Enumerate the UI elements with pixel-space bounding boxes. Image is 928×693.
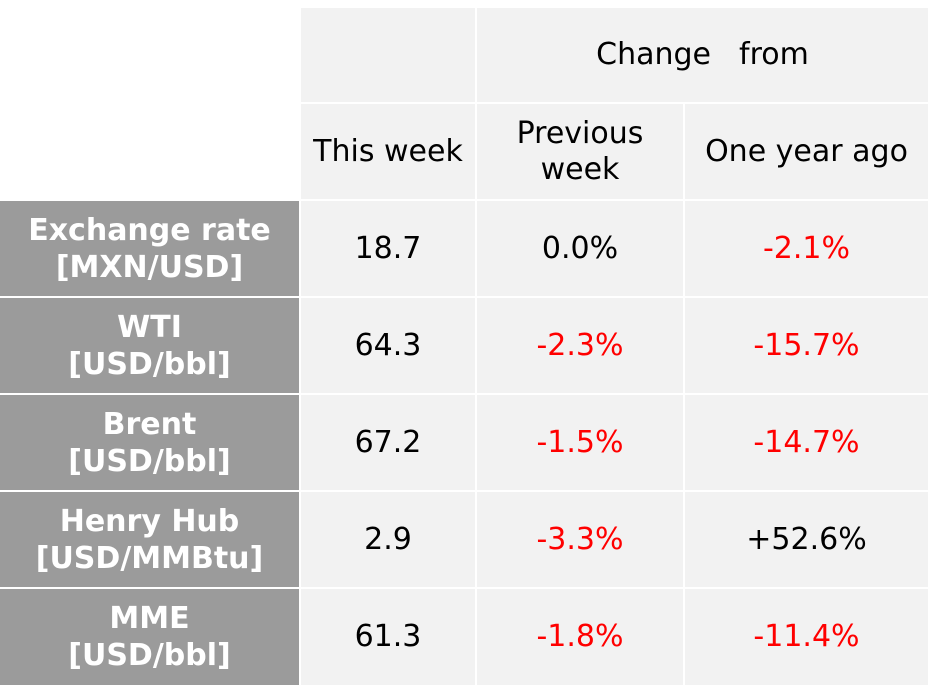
cell-prev-week: -1.8%	[477, 589, 683, 685]
cell-this-week: 67.2	[301, 395, 475, 490]
row-label-line2: [USD/bbl]	[68, 638, 231, 673]
value-this-week: 64.3	[354, 327, 422, 363]
value-year-ago: -15.7%	[753, 327, 860, 363]
value-prev-week: 0.0%	[541, 230, 619, 266]
col-header-prev-line1: Previous	[516, 115, 644, 151]
cell-year-ago: +52.6%	[685, 492, 928, 587]
col-header-this-week: This week	[301, 104, 475, 199]
cell-year-ago: -2.1%	[685, 201, 928, 296]
value-prev-week: -2.3%	[536, 327, 624, 363]
header-from-word: from	[739, 37, 809, 72]
value-year-ago: -11.4%	[753, 619, 860, 654]
row-label-line1: Exchange rate	[28, 212, 271, 248]
cell-this-week: 2.9	[301, 492, 475, 587]
cell-year-ago: -14.7%	[685, 395, 928, 490]
value-this-week: 67.2	[354, 424, 422, 460]
cell-this-week: 18.7	[301, 201, 475, 296]
row-label-line2: [USD/bbl]	[68, 443, 231, 479]
value-year-ago: +52.6%	[746, 521, 867, 557]
value-year-ago: -2.1%	[762, 230, 851, 266]
row-label-line1: MME	[109, 601, 190, 636]
row-header-wti: WTI [USD/bbl]	[0, 298, 299, 393]
cell-this-week: 61.3	[301, 589, 475, 685]
col-header-previous-week: Previous week	[477, 104, 683, 199]
row-header-henry-hub: Henry Hub [USD/MMBtu]	[0, 492, 299, 587]
value-prev-week: -3.3%	[536, 521, 624, 557]
value-this-week: 61.3	[354, 619, 422, 654]
row-label-line2: [USD/bbl]	[68, 346, 231, 382]
value-this-week: 2.9	[364, 521, 412, 557]
value-prev-week: -1.5%	[536, 424, 624, 460]
row-label-line1: Henry Hub	[59, 503, 240, 539]
cell-prev-week: -3.3%	[477, 492, 683, 587]
value-this-week: 18.7	[354, 230, 422, 266]
row-header-mme: MME [USD/bbl]	[0, 589, 299, 685]
cell-year-ago: -15.7%	[685, 298, 928, 393]
row-label-line1: WTI	[117, 309, 182, 345]
col-header-year-label: One year ago	[705, 133, 908, 169]
value-year-ago: -14.7%	[753, 424, 860, 460]
row-label-line1: Brent	[102, 406, 197, 442]
col-header-this-week-label: This week	[313, 133, 463, 169]
col-header-prev-line2: week	[540, 151, 620, 187]
row-header-brent: Brent [USD/bbl]	[0, 395, 299, 490]
col-header-one-year-ago: One year ago	[685, 104, 928, 199]
cell-prev-week: -1.5%	[477, 395, 683, 490]
cell-this-week: 64.3	[301, 298, 475, 393]
value-prev-week: -1.8%	[536, 619, 624, 654]
row-label-line2: [USD/MMBtu]	[35, 540, 264, 576]
header-blank	[301, 8, 475, 102]
header-change-word: Change	[596, 37, 712, 72]
row-header-exchange-rate: Exchange rate [MXN/USD]	[0, 201, 299, 296]
row-label-line2: [MXN/USD]	[55, 249, 244, 285]
cell-year-ago: -11.4%	[685, 589, 928, 685]
cell-prev-week: -2.3%	[477, 298, 683, 393]
cell-prev-week: 0.0%	[477, 201, 683, 296]
header-change-from: Change from	[477, 8, 928, 102]
